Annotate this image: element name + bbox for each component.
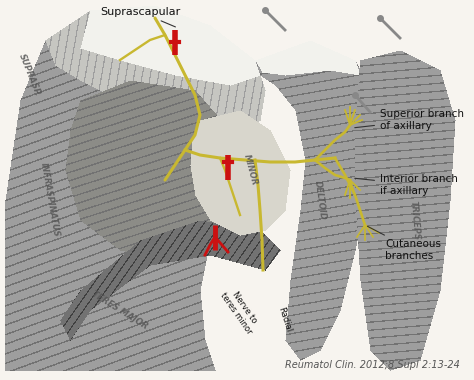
- Text: Cutaneous
branches: Cutaneous branches: [367, 226, 441, 261]
- Text: SUPRASP.: SUPRASP.: [18, 52, 43, 98]
- Text: Interior branch
if axillary: Interior branch if axillary: [355, 174, 458, 196]
- Text: Suprascapular: Suprascapular: [100, 7, 180, 27]
- Text: Superior branch
of axillary: Superior branch of axillary: [355, 109, 464, 131]
- Text: TERES MAJOR: TERES MAJOR: [91, 289, 150, 331]
- Text: Reumatol Clin. 2012;8 Supl 2:13-24: Reumatol Clin. 2012;8 Supl 2:13-24: [285, 361, 460, 370]
- Text: Radial: Radial: [277, 306, 293, 334]
- Text: DELTOID: DELTOID: [313, 180, 327, 220]
- Text: MINOR: MINOR: [241, 153, 258, 187]
- Text: TRICEPS: TRICEPS: [409, 200, 421, 240]
- Text: Nerve to
teres minor: Nerve to teres minor: [218, 285, 262, 336]
- Text: INFRASPINATUS: INFRASPINATUS: [39, 162, 61, 238]
